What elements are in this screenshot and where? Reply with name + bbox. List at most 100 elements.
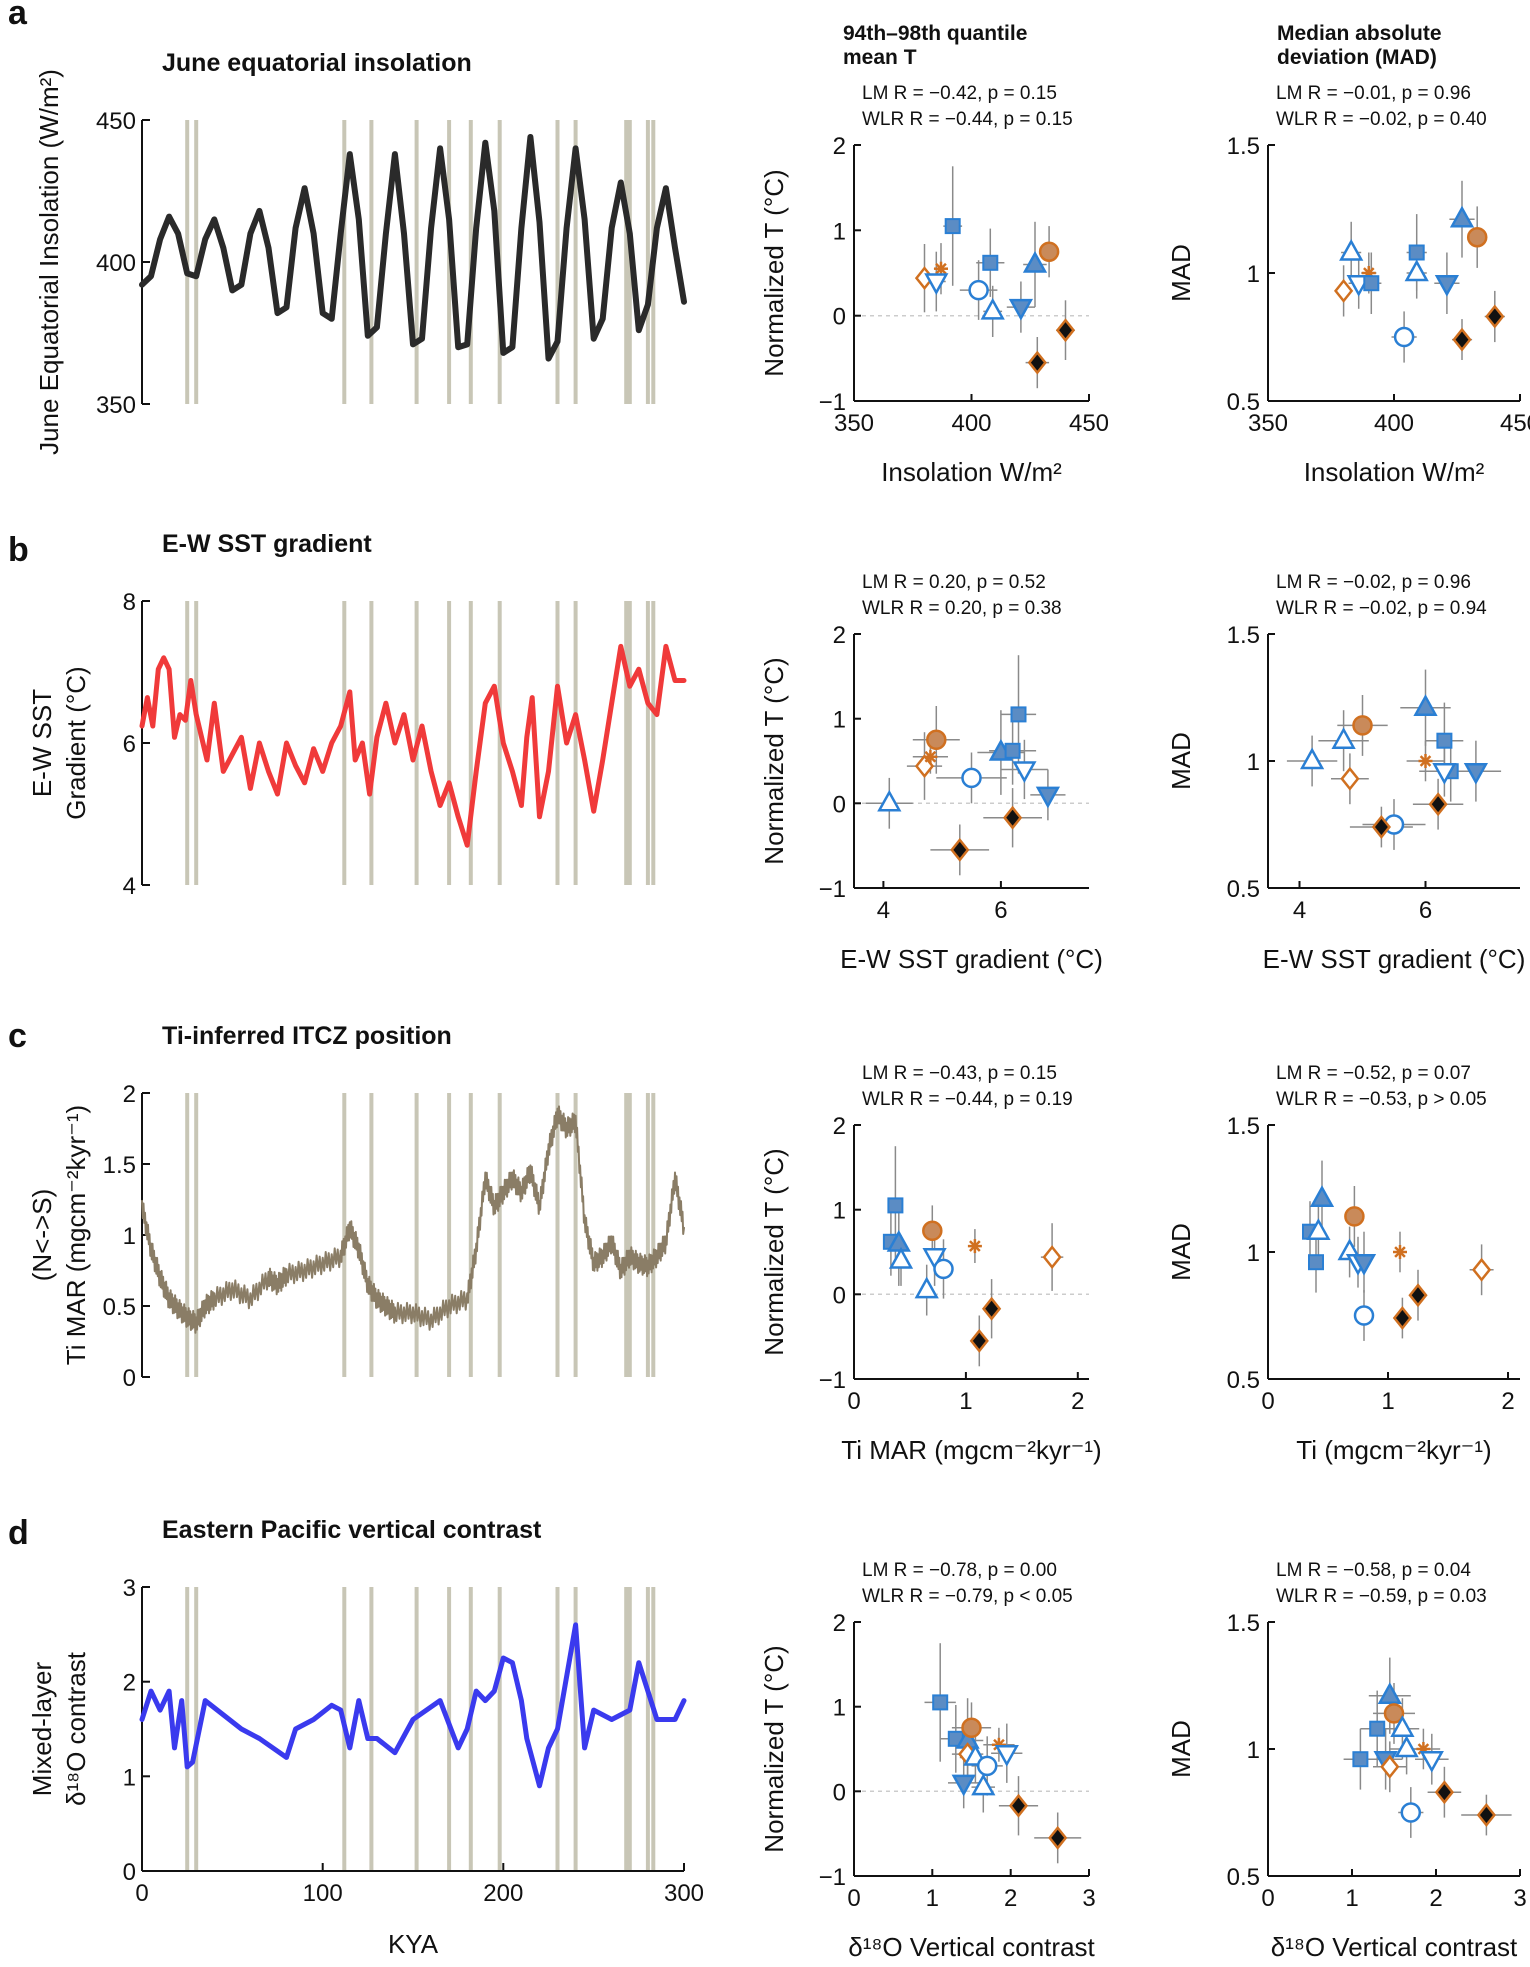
y-tick-label: 0 bbox=[123, 1859, 136, 1886]
marker-circle-filled bbox=[1038, 241, 1060, 262]
x-tick-label: 0 bbox=[135, 1880, 148, 1907]
series-line bbox=[139, 1622, 687, 1789]
marker-diamond bbox=[981, 1296, 1002, 1321]
data-point bbox=[1022, 250, 1048, 273]
data-point bbox=[1340, 766, 1360, 791]
marker-circle-filled bbox=[922, 1220, 943, 1242]
x-axis-title: Insolation W/m² bbox=[881, 457, 1062, 487]
data-point bbox=[1333, 278, 1354, 303]
series-line bbox=[139, 643, 687, 848]
marker-triangle-up bbox=[1413, 694, 1438, 716]
marker-square-filled bbox=[1408, 244, 1425, 261]
stat-lm: LM R = −0.52, p = 0.07 bbox=[1276, 1063, 1471, 1084]
y-tick-label: 4 bbox=[123, 873, 136, 900]
data-point bbox=[914, 1276, 939, 1299]
x-tick-label: 3 bbox=[1082, 1885, 1095, 1912]
stat-lm: LM R = −0.01, p = 0.96 bbox=[1276, 83, 1471, 104]
y-tick-label: 0.5 bbox=[1227, 389, 1260, 416]
panel-label-c: c bbox=[8, 1017, 27, 1055]
y-tick-label: 0 bbox=[833, 1282, 846, 1309]
marker-diamond bbox=[969, 1328, 989, 1353]
y-axis-title: Normalized T (°C) bbox=[759, 1148, 789, 1355]
data-point bbox=[1027, 350, 1047, 375]
x-tick-label: 300 bbox=[664, 1880, 704, 1907]
y-tick-label: 2 bbox=[833, 622, 846, 649]
y-axis-title: Normalized T (°C) bbox=[759, 1645, 789, 1852]
x-tick-label: 350 bbox=[1248, 410, 1288, 437]
marker-triangle-down bbox=[1419, 1750, 1444, 1773]
panel-label-a: a bbox=[8, 0, 28, 32]
marker-circle-filled bbox=[1344, 1206, 1365, 1227]
y-axis-title-line: Gradient (°C) bbox=[61, 666, 91, 819]
x-tick-label: 4 bbox=[1293, 897, 1306, 924]
marker-circle-open bbox=[968, 279, 989, 301]
data-point bbox=[1418, 754, 1433, 768]
stat-wlr: WLR R = −0.44, p = 0.19 bbox=[862, 1089, 1073, 1110]
data-point bbox=[1408, 1283, 1428, 1308]
x-tick-label: 6 bbox=[994, 897, 1007, 924]
data-point bbox=[1419, 1750, 1444, 1773]
y-tick-label: 1.5 bbox=[1227, 133, 1260, 160]
data-point bbox=[922, 1247, 947, 1270]
y-tick-label: 1 bbox=[833, 1198, 846, 1225]
y-tick-label: 1 bbox=[1247, 749, 1260, 776]
data-point bbox=[1408, 244, 1425, 261]
marker-diamond bbox=[1333, 278, 1354, 303]
y-tick-label: 400 bbox=[96, 250, 136, 277]
y-tick-label: −1 bbox=[819, 389, 846, 416]
marker-triangle-up bbox=[971, 1773, 996, 1796]
data-point bbox=[1309, 1185, 1335, 1207]
data-point bbox=[1471, 1257, 1492, 1282]
data-point bbox=[1048, 1825, 1068, 1850]
data-point bbox=[923, 749, 938, 764]
marker-diamond bbox=[1471, 1257, 1492, 1282]
marker-star-ray bbox=[1419, 755, 1432, 767]
marker-star-ray bbox=[969, 1240, 981, 1252]
y-axis-title: MAD bbox=[1166, 1720, 1196, 1778]
data-point bbox=[1008, 298, 1034, 321]
data-point bbox=[924, 273, 949, 296]
data-point bbox=[1331, 727, 1356, 749]
marker-triangle-up bbox=[1449, 205, 1475, 228]
x-tick-label: 1 bbox=[926, 1885, 939, 1912]
data-point bbox=[1466, 226, 1488, 248]
stat-wlr: WLR R = −0.53, p > 0.05 bbox=[1276, 1089, 1487, 1110]
x-tick-label: 4 bbox=[877, 897, 890, 924]
marker-triangle-up bbox=[1022, 250, 1048, 273]
series-line bbox=[139, 134, 687, 362]
x-tick-label: 2 bbox=[1501, 1388, 1514, 1415]
y-axis-title: June Equatorial Insolation (W/m²) bbox=[34, 69, 64, 455]
marker-square-filled bbox=[1369, 1720, 1386, 1737]
y-tick-label: 6 bbox=[123, 731, 136, 758]
data-point bbox=[1390, 1715, 1415, 1737]
panel-title: E-W SST gradient bbox=[162, 530, 372, 558]
marker-diamond bbox=[1042, 1245, 1062, 1270]
marker-triangle-up bbox=[1306, 1218, 1331, 1240]
data-point bbox=[967, 1239, 982, 1254]
x-tick-label: 350 bbox=[834, 410, 874, 437]
data-point bbox=[922, 1220, 943, 1242]
y-axis-title: MAD bbox=[1166, 244, 1196, 302]
y-tick-label: 450 bbox=[96, 108, 136, 135]
data-point bbox=[1393, 1245, 1407, 1259]
y-axis-title: MAD bbox=[1166, 732, 1196, 790]
data-point bbox=[1476, 1802, 1497, 1828]
marker-square-filled bbox=[1352, 1751, 1369, 1768]
data-point bbox=[1393, 326, 1415, 348]
data-point bbox=[1353, 1305, 1375, 1326]
stat-wlr: WLR R = −0.79, p < 0.05 bbox=[862, 1586, 1073, 1607]
data-point bbox=[1392, 1305, 1413, 1331]
marker-triangle-up bbox=[1331, 727, 1356, 749]
marker-star-ray bbox=[935, 262, 947, 275]
marker-diamond bbox=[1434, 1780, 1455, 1805]
marker-square-filled bbox=[944, 218, 961, 235]
y-tick-label: 1 bbox=[1247, 1240, 1260, 1267]
x-axis-title: E-W SST gradient (°C) bbox=[840, 944, 1103, 974]
data-point bbox=[976, 1755, 998, 1777]
x-axis-title: E-W SST gradient (°C) bbox=[1263, 944, 1526, 974]
marker-circle-open bbox=[933, 1258, 954, 1280]
marker-triangle-up bbox=[1377, 1682, 1402, 1704]
stat-wlr: WLR R = 0.20, p = 0.38 bbox=[862, 598, 1062, 619]
y-axis-title-line: Mixed-layer bbox=[27, 1661, 57, 1796]
data-point bbox=[969, 1328, 989, 1353]
